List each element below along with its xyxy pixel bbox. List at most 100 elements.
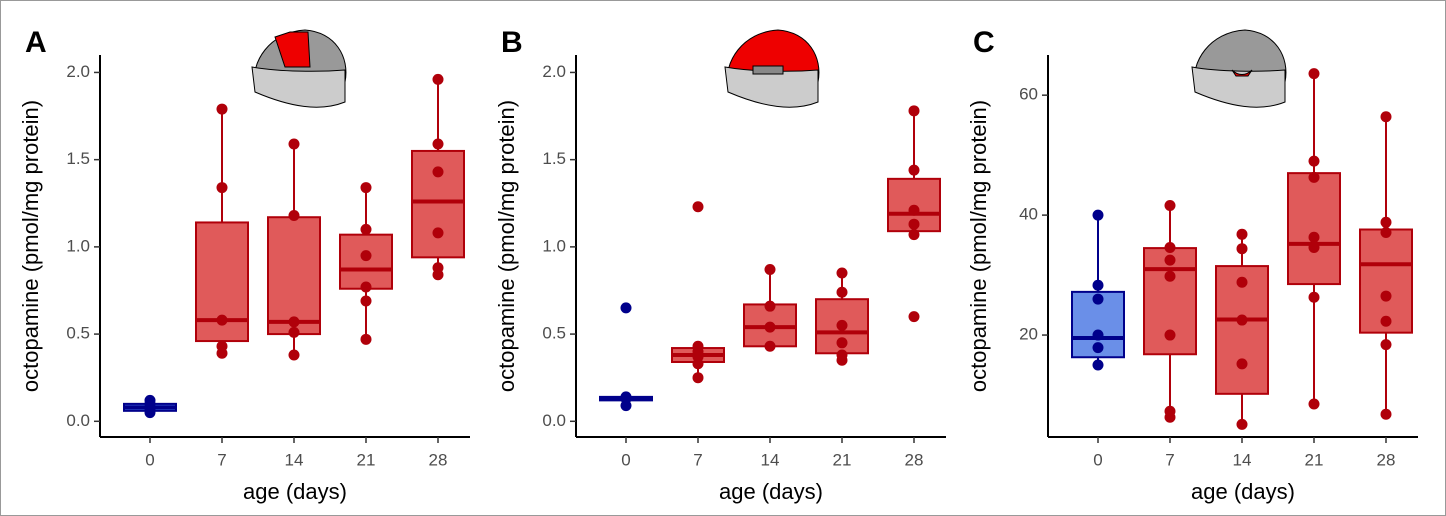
point <box>432 73 444 85</box>
point <box>360 223 372 235</box>
point <box>908 164 920 176</box>
x-tick-label: 28 <box>429 450 448 469</box>
y-tick-label: 0.5 <box>542 324 566 343</box>
point <box>1092 293 1104 305</box>
point <box>1092 359 1104 371</box>
x-tick-label: 0 <box>621 450 630 469</box>
point <box>288 138 300 150</box>
point <box>1236 418 1248 430</box>
point <box>216 314 228 326</box>
y-axis-label: octopamine (pmol/mg protein) <box>494 100 519 392</box>
point <box>1092 209 1104 221</box>
point <box>764 321 776 333</box>
x-tick-label: 7 <box>1165 450 1174 469</box>
y-tick-label: 2.0 <box>542 62 566 81</box>
point <box>1092 279 1104 291</box>
point <box>620 302 632 314</box>
box <box>339 233 393 290</box>
x-tick-label: 7 <box>693 450 702 469</box>
point <box>1092 329 1104 341</box>
x-axis-label: age (days) <box>719 479 823 504</box>
point <box>432 166 444 178</box>
point <box>1308 68 1320 80</box>
y-tick-label: 40 <box>1019 205 1038 224</box>
point <box>1092 342 1104 354</box>
point <box>360 250 372 262</box>
point <box>692 340 704 352</box>
point <box>836 337 848 349</box>
y-tick-label: 20 <box>1019 325 1038 344</box>
point <box>836 286 848 298</box>
icon-b <box>724 29 820 108</box>
x-tick-label: 28 <box>1377 450 1396 469</box>
point <box>1164 254 1176 266</box>
point <box>144 394 156 406</box>
point <box>908 229 920 241</box>
x-axis-label: age (days) <box>243 479 347 504</box>
panel-letter: C <box>973 26 995 59</box>
point <box>288 316 300 328</box>
icon-c <box>1191 29 1287 108</box>
x-tick-label: 14 <box>761 450 780 469</box>
point <box>432 262 444 274</box>
x-tick-label: 0 <box>145 450 154 469</box>
point <box>288 349 300 361</box>
x-tick-label: 7 <box>217 450 226 469</box>
point <box>1380 111 1392 123</box>
point <box>908 105 920 117</box>
point <box>836 349 848 361</box>
y-tick-label: 60 <box>1019 85 1038 104</box>
y-axis-label: octopamine (pmol/mg protein) <box>18 100 43 392</box>
y-tick-label: 1.5 <box>542 149 566 168</box>
y-tick-label: 0.0 <box>66 411 90 430</box>
y-tick-label: 2.0 <box>66 62 90 81</box>
point <box>1308 155 1320 167</box>
y-tick-label: 0.5 <box>66 324 90 343</box>
point <box>216 182 228 194</box>
point <box>432 227 444 239</box>
x-tick-label: 0 <box>1093 450 1102 469</box>
x-tick-label: 21 <box>1305 450 1324 469</box>
point <box>216 340 228 352</box>
point <box>216 103 228 115</box>
y-tick-label: 1.5 <box>66 149 90 168</box>
point <box>1380 290 1392 302</box>
point <box>1308 291 1320 303</box>
point <box>620 391 632 403</box>
point <box>360 281 372 293</box>
point <box>360 182 372 194</box>
box <box>1215 265 1269 395</box>
point <box>1380 227 1392 239</box>
point <box>836 267 848 279</box>
y-tick-label: 0.0 <box>542 411 566 430</box>
x-tick-label: 14 <box>1233 450 1252 469</box>
point <box>908 311 920 323</box>
point <box>288 326 300 338</box>
panel-letter: B <box>501 26 523 59</box>
point <box>1164 241 1176 253</box>
point <box>1236 243 1248 255</box>
point <box>1380 216 1392 228</box>
point <box>360 295 372 307</box>
point <box>764 300 776 312</box>
point <box>692 201 704 213</box>
point <box>432 138 444 150</box>
point <box>1236 228 1248 240</box>
point <box>1236 276 1248 288</box>
point <box>360 333 372 345</box>
y-tick-label: 1.0 <box>542 236 566 255</box>
x-tick-label: 28 <box>905 450 924 469</box>
point <box>288 209 300 221</box>
point <box>1164 329 1176 341</box>
x-axis-label: age (days) <box>1191 479 1295 504</box>
point <box>1236 314 1248 326</box>
point <box>908 204 920 216</box>
y-axis-label: octopamine (pmol/mg protein) <box>966 100 991 392</box>
point <box>1380 315 1392 327</box>
point <box>1164 270 1176 282</box>
point <box>764 340 776 352</box>
point <box>1236 358 1248 370</box>
point <box>1380 408 1392 420</box>
icon-a <box>251 29 347 108</box>
